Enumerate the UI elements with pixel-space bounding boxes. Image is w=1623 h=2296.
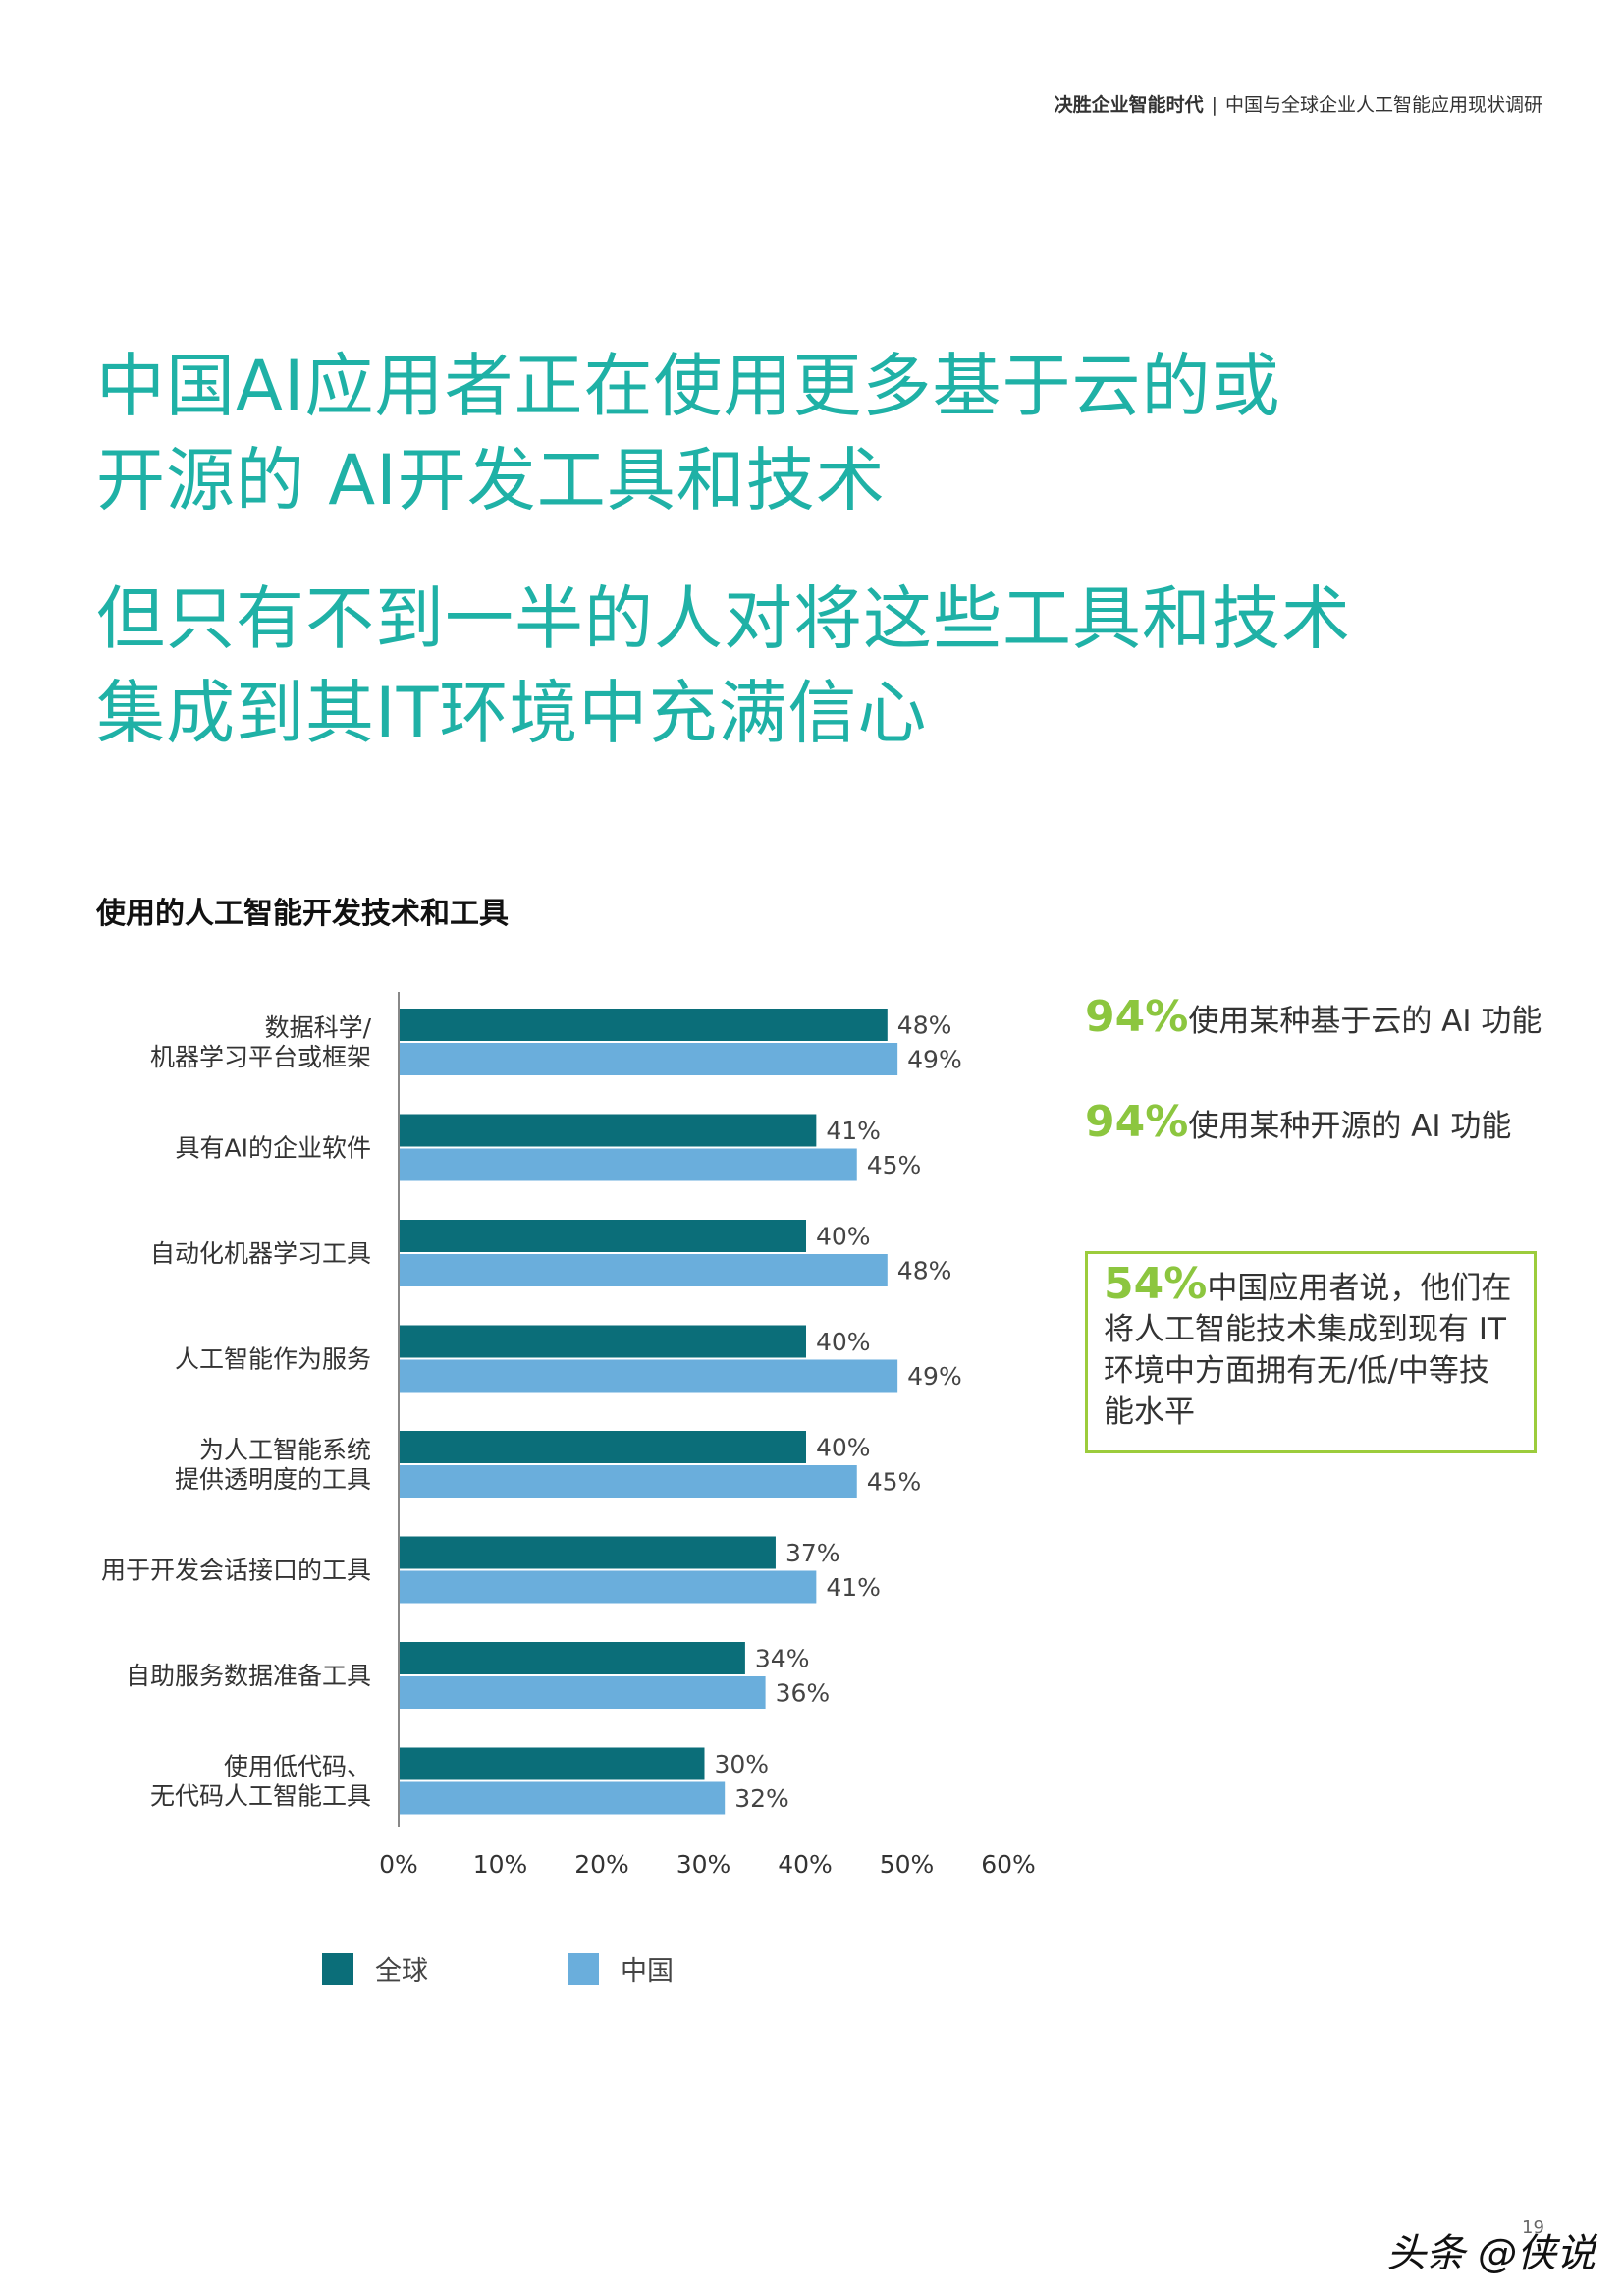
stat-box-line-4: 能水平 <box>1104 1394 1195 1430</box>
header-report-subtitle: 中国与全球企业人工智能应用现状调研 <box>1224 94 1542 116</box>
header-separator: | <box>1211 94 1217 116</box>
category-label-line: 机器学习平台或框架 <box>150 1043 371 1071</box>
category-label-line: 为人工智能系统 <box>199 1436 371 1464</box>
headline-line-2: 开源的 AI开发工具和技术 <box>96 440 886 520</box>
category-label: 数据科学/机器学习平台或框架 <box>150 1013 372 1071</box>
category-label-line: 人工智能作为服务 <box>175 1345 371 1374</box>
category-label-line: 具有AI的企业软件 <box>176 1134 371 1163</box>
stat-open-source-ai: 94%使用某种开源的 AI 功能 <box>1085 1097 1511 1147</box>
stat-open-source-ai-pct: 94% <box>1085 1097 1189 1147</box>
legend-swatch-china <box>568 1952 599 1985</box>
headline-primary: 中国AI应用者正在使用更多基于云的或 开源的 AI开发工具和技术 <box>96 339 1281 527</box>
value-label-china: 32% <box>734 1784 789 1813</box>
headline-line-4: 集成到其IT环境中充满信心 <box>96 673 928 753</box>
category-label-line: 使用低代码、 <box>224 1753 371 1781</box>
category-label: 为人工智能系统提供透明度的工具 <box>175 1436 371 1494</box>
x-tick-label: 30% <box>676 1850 731 1879</box>
value-label-global: 40% <box>816 1434 871 1462</box>
value-label-china: 49% <box>907 1362 962 1391</box>
stat-box-line-1: 中国应用者说，他们在 <box>1207 1271 1512 1306</box>
legend-item-global: 全球 <box>322 1949 428 1988</box>
x-tick-label: 20% <box>574 1850 629 1879</box>
stat-box-it-integration: 54%中国应用者说，他们在 将人工智能技术集成到现有 IT 环境中方面拥有无/低… <box>1085 1251 1537 1453</box>
category-label: 自助服务数据准备工具 <box>126 1662 371 1690</box>
bar-global <box>400 1431 806 1463</box>
bar-global <box>400 1009 888 1041</box>
bar-china <box>400 1043 898 1075</box>
bar-global <box>400 1220 806 1252</box>
value-label-global: 40% <box>816 1328 871 1356</box>
x-tick-label: 0% <box>379 1850 418 1879</box>
bar-china <box>400 1570 817 1604</box>
bar-china <box>400 1676 766 1709</box>
value-label-china: 49% <box>907 1046 962 1074</box>
legend-item-china: 中国 <box>568 1949 674 1988</box>
x-tick-label: 60% <box>981 1850 1036 1879</box>
bar-china <box>400 1148 857 1181</box>
value-label-global: 48% <box>897 1011 952 1040</box>
stat-box-line-3: 环境中方面拥有无/低/中等技 <box>1104 1353 1489 1389</box>
bar-china <box>400 1465 857 1498</box>
bar-china <box>400 1254 888 1286</box>
headline-line-1: 中国AI应用者正在使用更多基于云的或 <box>96 346 1281 426</box>
bar-chart: 数据科学/机器学习平台或框架 48% 49% 具有AI的企业软件 41% 45% 自动化机器… <box>101 992 1036 1879</box>
stat-open-source-ai-text: 使用某种开源的 AI 功能 <box>1188 1109 1512 1144</box>
bar-global <box>400 1114 817 1147</box>
value-label-global: 41% <box>826 1117 881 1145</box>
bar-global <box>400 1642 745 1674</box>
headline-line-3: 但只有不到一半的人对将这些工具和技术 <box>96 578 1351 659</box>
stat-box-pct: 54% <box>1104 1259 1208 1309</box>
page-number: 19 <box>1522 2217 1544 2238</box>
watermark: 头条 @侠说 <box>1386 2231 1596 2276</box>
category-label: 使用低代码、无代码人工智能工具 <box>150 1753 371 1811</box>
bar-global <box>400 1325 806 1358</box>
category-label: 具有AI的企业软件 <box>176 1134 371 1163</box>
value-label-china: 41% <box>826 1573 881 1602</box>
legend-label-china: 中国 <box>621 1956 674 1987</box>
legend-swatch-global <box>322 1952 353 1985</box>
bar-china <box>400 1781 726 1815</box>
value-label-china: 45% <box>867 1151 922 1179</box>
headline-secondary: 但只有不到一半的人对将这些工具和技术 集成到其IT环境中充满信心 <box>96 572 1351 760</box>
value-label-china: 48% <box>897 1257 952 1285</box>
value-label-global: 40% <box>816 1223 871 1251</box>
category-label-line: 无代码人工智能工具 <box>150 1782 371 1811</box>
value-label-global: 34% <box>755 1645 810 1673</box>
category-label: 用于开发会话接口的工具 <box>101 1557 371 1585</box>
bar-global <box>400 1536 776 1569</box>
x-tick-label: 40% <box>778 1850 833 1879</box>
legend-label-global: 全球 <box>375 1956 428 1987</box>
category-label-line: 自助服务数据准备工具 <box>126 1662 371 1690</box>
stat-box-line-2: 将人工智能技术集成到现有 IT <box>1104 1312 1506 1347</box>
stat-cloud-ai-text: 使用某种基于云的 AI 功能 <box>1188 1004 1542 1039</box>
stat-cloud-ai: 94%使用某种基于云的 AI 功能 <box>1085 992 1542 1042</box>
bar-china <box>400 1359 898 1393</box>
header-report-title: 决胜企业智能时代 <box>1054 94 1204 116</box>
value-label-global: 30% <box>715 1750 770 1778</box>
page-header: 决胜企业智能时代 | 中国与全球企业人工智能应用现状调研 <box>1055 90 1542 117</box>
value-label-global: 37% <box>785 1539 840 1567</box>
category-label-line: 用于开发会话接口的工具 <box>101 1557 371 1585</box>
category-label-line: 提供透明度的工具 <box>175 1465 371 1494</box>
value-label-china: 45% <box>867 1468 922 1497</box>
category-label: 自动化机器学习工具 <box>150 1239 371 1268</box>
stat-cloud-ai-pct: 94% <box>1085 992 1189 1042</box>
value-label-china: 36% <box>776 1679 831 1708</box>
category-label-line: 数据科学/ <box>265 1013 372 1042</box>
category-label: 人工智能作为服务 <box>175 1345 371 1374</box>
bar-global <box>400 1747 705 1780</box>
chart-title: 使用的人工智能开发技术和工具 <box>96 897 509 931</box>
x-tick-label: 50% <box>880 1850 935 1879</box>
x-tick-label: 10% <box>473 1850 528 1879</box>
category-label-line: 自动化机器学习工具 <box>150 1239 371 1268</box>
